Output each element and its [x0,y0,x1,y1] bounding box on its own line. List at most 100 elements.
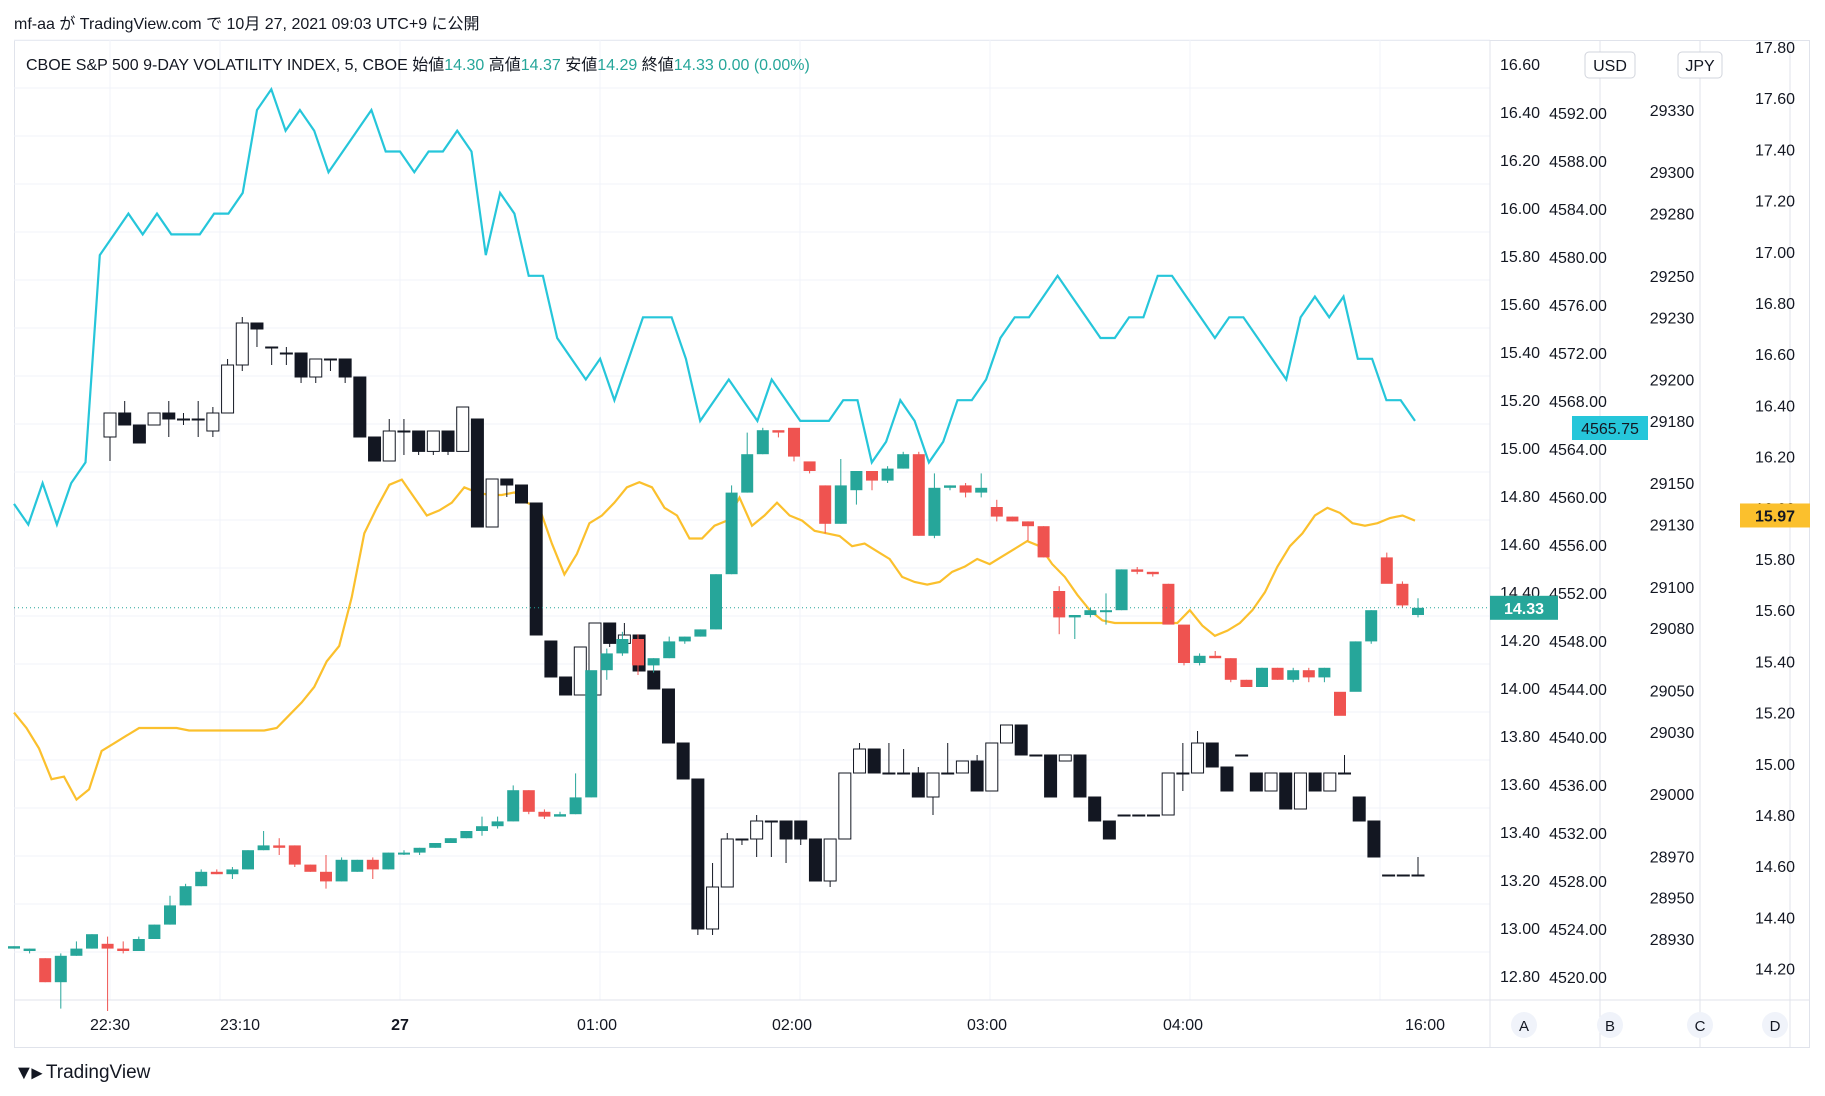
vix-candle-body-67 [1053,591,1066,618]
vix-candle-body-63 [990,507,1003,517]
legend-part: 0.00 (0.00%) [718,57,810,74]
black-candle-body-64 [1044,754,1058,798]
legend-part: 終値 [642,56,674,74]
black-candle-body-21 [412,430,426,452]
legend-part: 14.33 [674,57,718,74]
black-candle-body-49 [823,838,837,882]
scale-b-tick-11: 4548.00 [1549,634,1607,651]
vix-candle-body-13 [210,871,223,875]
usd-unit-box [1584,51,1636,79]
x-tick-label-6: 04:00 [1163,1017,1203,1034]
scale-a-tick-8: 15.00 [1500,441,1540,458]
vix-candle-body-46 [725,492,738,575]
black-candle-body-44 [750,820,764,840]
black-candle-body-72 [1161,772,1175,816]
scale-a-tick-12: 14.20 [1500,633,1540,650]
vix-candle-body-61 [959,485,972,493]
legend-part: CBOE S&P 500 9-DAY VOLATILITY INDEX, 5, … [26,57,412,74]
usd-unit-label: USD [1593,58,1627,75]
vix-candle-body-16 [257,845,270,851]
scale-a-last-tag [1490,595,1558,620]
vix-candle-body-87 [1365,610,1378,642]
vix-candle-body-2 [39,958,52,983]
black-candle-body-71 [1146,814,1160,817]
scale-a-tick-1: 16.40 [1500,105,1540,122]
black-candle-body-19 [382,430,396,462]
footer-logo-text: TradingView [45,1061,151,1083]
vix-candle-body-77 [1209,655,1222,659]
black-candle-body-27 [500,478,514,486]
vix-candle-body-66 [1037,526,1050,558]
black-candle-body-74 [1191,742,1205,774]
legend-part: 始値 [412,56,444,74]
scale-c-tick-4: 29230 [1650,310,1695,327]
x-tick-label-4: 02:00 [772,1017,812,1034]
black-candle-body-4 [162,412,176,420]
vix-candle-body-20 [320,871,332,882]
black-candle-body-15 [323,358,337,361]
scale-c-tick-1: 29300 [1650,165,1695,182]
scale-b-last-tag [1572,416,1648,440]
vix-candle-body-25 [398,852,410,855]
scale-c-tick-6: 29180 [1650,414,1695,431]
vix-candle-body-27 [429,843,442,848]
vix-candle-body-70 [1100,610,1112,613]
scale-d-tick-3: 17.20 [1755,194,1795,211]
footer: ▼▸ TradingView [14,1060,150,1085]
vix-candle-body-45 [710,574,722,630]
tradingview-logo-icon: ▼▸ [14,1062,42,1084]
black-candle-body-62 [1014,724,1028,756]
scale-d-last-label: 15.97 [1755,508,1795,525]
scale-c-tick-5: 29200 [1650,372,1695,389]
vix-candle-body-60 [944,485,956,488]
scale-badge-A-icon [1511,1012,1537,1038]
black-candle-body-76 [1220,766,1234,792]
vix-candle-body-5 [86,934,98,949]
vix-candle-body-21 [335,859,348,882]
vix-candle-body-58 [912,454,925,536]
black-candle-body-60 [985,742,999,792]
black-candle-body-5 [176,418,190,421]
black-candle-body-50 [838,772,852,840]
black-candle-body-46 [779,820,793,840]
scale-a-tick-9: 14.80 [1500,489,1540,506]
black-candle-body-29 [529,502,543,636]
vix-candle-body-56 [881,468,894,481]
scale-b-last-label: 4565.75 [1581,421,1639,438]
scale-b-tick-8: 4560.00 [1549,490,1607,507]
scale-d-tick-11: 15.60 [1755,603,1795,620]
scale-d-tick-14: 15.00 [1755,757,1795,774]
black-candle-body-80 [1279,772,1293,810]
scale-d-tick-10: 15.80 [1755,552,1795,569]
black-candle-body-54 [897,772,911,775]
black-candle-body-24 [456,406,470,452]
scale-b-tick-14: 4536.00 [1549,778,1607,795]
scale-d-tick-8: 16.20 [1755,450,1795,467]
scale-b-tick-13: 4540.00 [1549,730,1607,747]
vix-candle-body-88 [1380,557,1393,584]
vix-candle-body-11 [179,886,192,906]
black-candle-body-37 [647,670,661,690]
vix-candle-body-86 [1349,641,1362,692]
vix-candle-body-10 [164,905,176,925]
scale-b-tick-9: 4556.00 [1549,538,1607,555]
vix-candle-body-73 [1146,571,1159,575]
black-candle-body-28 [515,484,529,504]
vix-candle-body-14 [226,869,239,875]
vix-candle-body-3 [54,955,67,983]
scale-b-tick-16: 4528.00 [1549,874,1607,891]
vix-candle-body-6 [101,943,114,949]
black-candle-body-14 [309,358,323,378]
vix-candle-body-83 [1302,670,1315,678]
vix-candle-body-72 [1131,569,1144,572]
scale-b-tick-6: 4568.00 [1549,394,1607,411]
black-candle-body-68 [1102,820,1116,840]
scale-d-last-tag [1740,503,1810,528]
scale-d-tick-4: 17.00 [1755,245,1795,262]
vix-candle-body-85 [1334,691,1346,716]
vix-candle-body-64 [1006,516,1019,522]
scale-badge-D-label: D [1770,1018,1781,1035]
black-candle-body-78 [1249,772,1263,792]
vix-candle-body-49 [772,430,785,433]
